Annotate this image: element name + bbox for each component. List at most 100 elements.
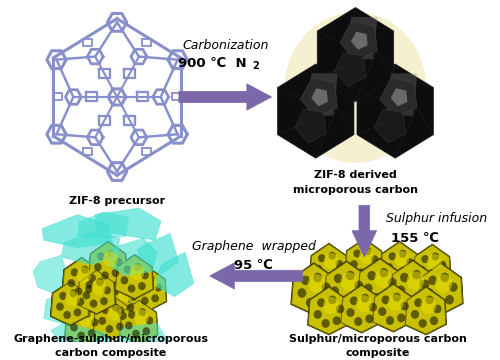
Circle shape: [392, 271, 400, 279]
Circle shape: [85, 285, 92, 293]
Circle shape: [98, 317, 106, 325]
Circle shape: [314, 310, 322, 319]
Polygon shape: [42, 215, 112, 248]
Circle shape: [97, 252, 105, 260]
Polygon shape: [89, 242, 126, 285]
Polygon shape: [103, 276, 142, 321]
Polygon shape: [317, 8, 394, 102]
Polygon shape: [380, 242, 418, 285]
Circle shape: [308, 274, 325, 293]
Text: composite: composite: [346, 348, 410, 359]
Circle shape: [406, 258, 414, 266]
Polygon shape: [62, 258, 100, 301]
Circle shape: [75, 287, 82, 296]
Circle shape: [56, 303, 64, 311]
Polygon shape: [278, 64, 354, 158]
Circle shape: [70, 323, 78, 332]
Circle shape: [285, 12, 426, 163]
Circle shape: [124, 265, 132, 274]
Polygon shape: [390, 260, 436, 313]
Polygon shape: [312, 88, 328, 106]
Polygon shape: [413, 245, 451, 288]
Circle shape: [142, 327, 150, 336]
Circle shape: [94, 263, 102, 271]
Circle shape: [382, 296, 390, 304]
Circle shape: [328, 252, 336, 260]
Circle shape: [130, 264, 144, 280]
Circle shape: [76, 267, 92, 283]
Polygon shape: [78, 212, 128, 238]
Circle shape: [340, 272, 358, 291]
Circle shape: [346, 308, 354, 317]
Circle shape: [412, 270, 421, 279]
Circle shape: [130, 293, 138, 301]
Circle shape: [96, 278, 104, 286]
Circle shape: [350, 293, 360, 302]
Text: Graphene  wrapped: Graphene wrapped: [192, 240, 316, 253]
Polygon shape: [300, 78, 338, 118]
Text: Graphene-sulphur/microporous: Graphene-sulphur/microporous: [14, 334, 208, 344]
Circle shape: [322, 273, 330, 282]
Circle shape: [354, 249, 361, 257]
Polygon shape: [344, 238, 384, 284]
Circle shape: [100, 297, 108, 305]
Polygon shape: [357, 64, 434, 158]
Circle shape: [74, 309, 82, 316]
Circle shape: [322, 319, 330, 328]
Circle shape: [388, 294, 404, 311]
Circle shape: [315, 265, 322, 273]
Circle shape: [120, 276, 128, 284]
Polygon shape: [62, 258, 100, 301]
Polygon shape: [334, 53, 366, 86]
Polygon shape: [155, 252, 194, 297]
Polygon shape: [345, 239, 383, 283]
Polygon shape: [324, 262, 368, 312]
Text: Sulphur infusion: Sulphur infusion: [386, 212, 488, 225]
Circle shape: [323, 297, 340, 314]
Circle shape: [141, 271, 149, 279]
Circle shape: [336, 260, 343, 268]
Circle shape: [104, 286, 111, 294]
Circle shape: [356, 295, 372, 312]
Circle shape: [435, 274, 452, 293]
Circle shape: [374, 270, 392, 288]
Circle shape: [418, 319, 427, 328]
Polygon shape: [290, 262, 337, 315]
Polygon shape: [386, 73, 418, 116]
Circle shape: [68, 279, 75, 287]
Circle shape: [350, 296, 358, 305]
Polygon shape: [117, 323, 168, 349]
Circle shape: [346, 271, 354, 280]
Polygon shape: [78, 270, 115, 314]
Circle shape: [324, 253, 338, 269]
Text: Sulphur/microporous carbon: Sulphur/microporous carbon: [288, 334, 467, 344]
Polygon shape: [128, 266, 167, 312]
Polygon shape: [310, 244, 348, 287]
Polygon shape: [372, 283, 414, 333]
Circle shape: [134, 288, 141, 297]
Circle shape: [137, 278, 144, 286]
Circle shape: [338, 296, 347, 306]
Circle shape: [112, 269, 119, 277]
Circle shape: [354, 280, 363, 290]
Polygon shape: [346, 17, 378, 59]
Circle shape: [141, 297, 148, 305]
Circle shape: [148, 275, 155, 283]
Circle shape: [78, 332, 85, 340]
Circle shape: [388, 278, 396, 287]
Circle shape: [96, 278, 104, 286]
Circle shape: [92, 279, 106, 295]
Circle shape: [430, 316, 438, 325]
Circle shape: [406, 271, 424, 290]
Circle shape: [392, 293, 401, 302]
Polygon shape: [412, 244, 452, 289]
Circle shape: [64, 311, 71, 319]
Polygon shape: [62, 231, 120, 265]
Circle shape: [411, 310, 419, 319]
Text: microporous carbon: microporous carbon: [293, 185, 418, 194]
Circle shape: [364, 247, 371, 255]
Circle shape: [422, 255, 429, 263]
Circle shape: [448, 282, 458, 292]
Circle shape: [108, 250, 115, 258]
Circle shape: [116, 306, 124, 314]
